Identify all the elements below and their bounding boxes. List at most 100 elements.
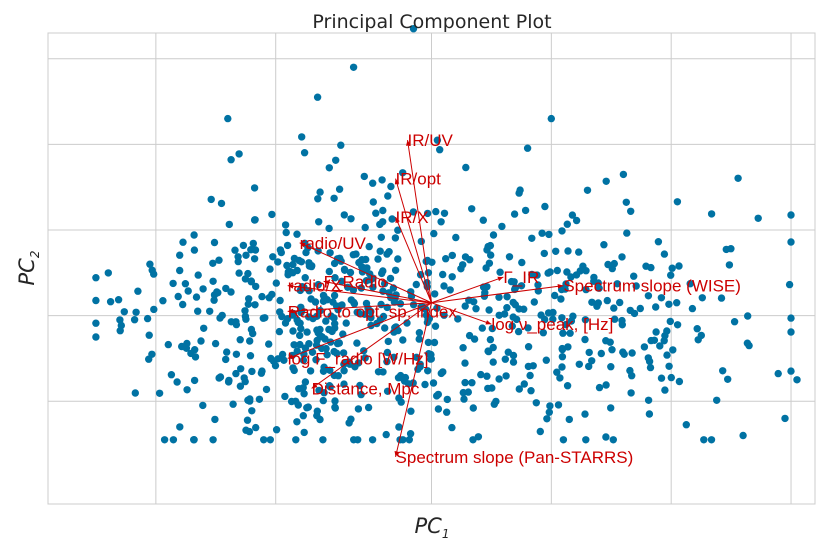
data-point [600,241,608,249]
data-point [301,344,310,352]
data-point [581,335,589,344]
data-point [280,356,288,364]
data-point [319,367,328,375]
data-point [325,382,334,390]
data-point [250,216,259,224]
data-point [730,318,739,326]
data-point [518,258,526,267]
data-point [558,363,566,371]
data-point [197,337,205,345]
data-point [509,298,517,307]
data-point [644,354,652,362]
data-point [304,403,312,411]
data-point [209,436,217,444]
data-point [322,317,330,325]
data-point [668,264,676,272]
data-point [320,389,328,397]
data-point [618,321,626,329]
data-point [461,378,469,387]
grid [48,33,815,504]
data-point [276,296,284,305]
data-point [350,298,358,307]
data-point [508,322,516,330]
data-point [299,412,307,420]
data-point [468,379,476,387]
data-point [293,347,301,355]
data-point [346,268,355,277]
data-point [429,379,438,387]
data-point [515,385,523,393]
data-point [536,427,544,436]
data-point [347,415,355,423]
data-point [565,415,573,424]
data-point [607,363,615,371]
data-point [505,253,514,261]
data-point [623,229,631,237]
data-point [210,296,218,304]
data-point [337,141,345,149]
data-point [194,271,202,279]
data-point [437,218,445,226]
data-point [516,186,524,194]
data-point [293,266,301,275]
data-point [176,251,184,259]
data-point [296,340,304,349]
data-point [242,251,250,259]
data-point [194,307,202,315]
data-point [512,315,521,324]
data-point [559,329,567,337]
loading-label: radio/UV [300,234,367,253]
data-point [485,306,493,314]
data-point [326,249,334,257]
data-point [465,331,474,340]
data-point [390,353,398,361]
data-point [399,169,407,177]
data-point [192,293,201,301]
data-point [407,407,415,415]
data-point [284,271,292,279]
loading-label: Spectrum slope (WISE) [563,277,741,296]
data-point [387,182,395,191]
data-point [793,376,801,384]
data-point [338,277,346,285]
data-point [529,362,537,370]
data-point [602,381,610,389]
data-point [236,382,245,390]
data-point [542,356,550,364]
data-point [266,265,274,273]
loading-label: log ν_peak, [Hz] [491,315,613,334]
data-point [632,282,640,290]
data-point [308,348,317,356]
data-point [503,304,511,312]
data-point [582,267,590,275]
chart-title: Principal Component Plot [312,11,551,33]
data-point [224,378,233,386]
data-point [283,261,291,270]
data-point [247,278,255,286]
data-point [650,336,659,344]
data-point [277,248,285,257]
data-point [440,311,448,319]
data-point [272,426,281,434]
data-point [613,280,621,288]
data-point [146,260,154,268]
data-point [572,216,581,225]
data-point [181,280,190,288]
data-point [546,268,554,276]
data-point [654,238,663,246]
data-point [647,263,655,272]
data-point [150,305,158,314]
data-point [225,220,233,229]
data-point [610,259,618,268]
data-point [581,316,590,324]
data-point [657,294,666,302]
data-point [545,230,553,239]
data-point [319,291,328,300]
data-point [145,355,153,363]
data-point [541,202,549,211]
data-point [312,356,320,364]
data-point [545,408,553,416]
data-point [424,367,432,375]
data-point [661,332,669,340]
